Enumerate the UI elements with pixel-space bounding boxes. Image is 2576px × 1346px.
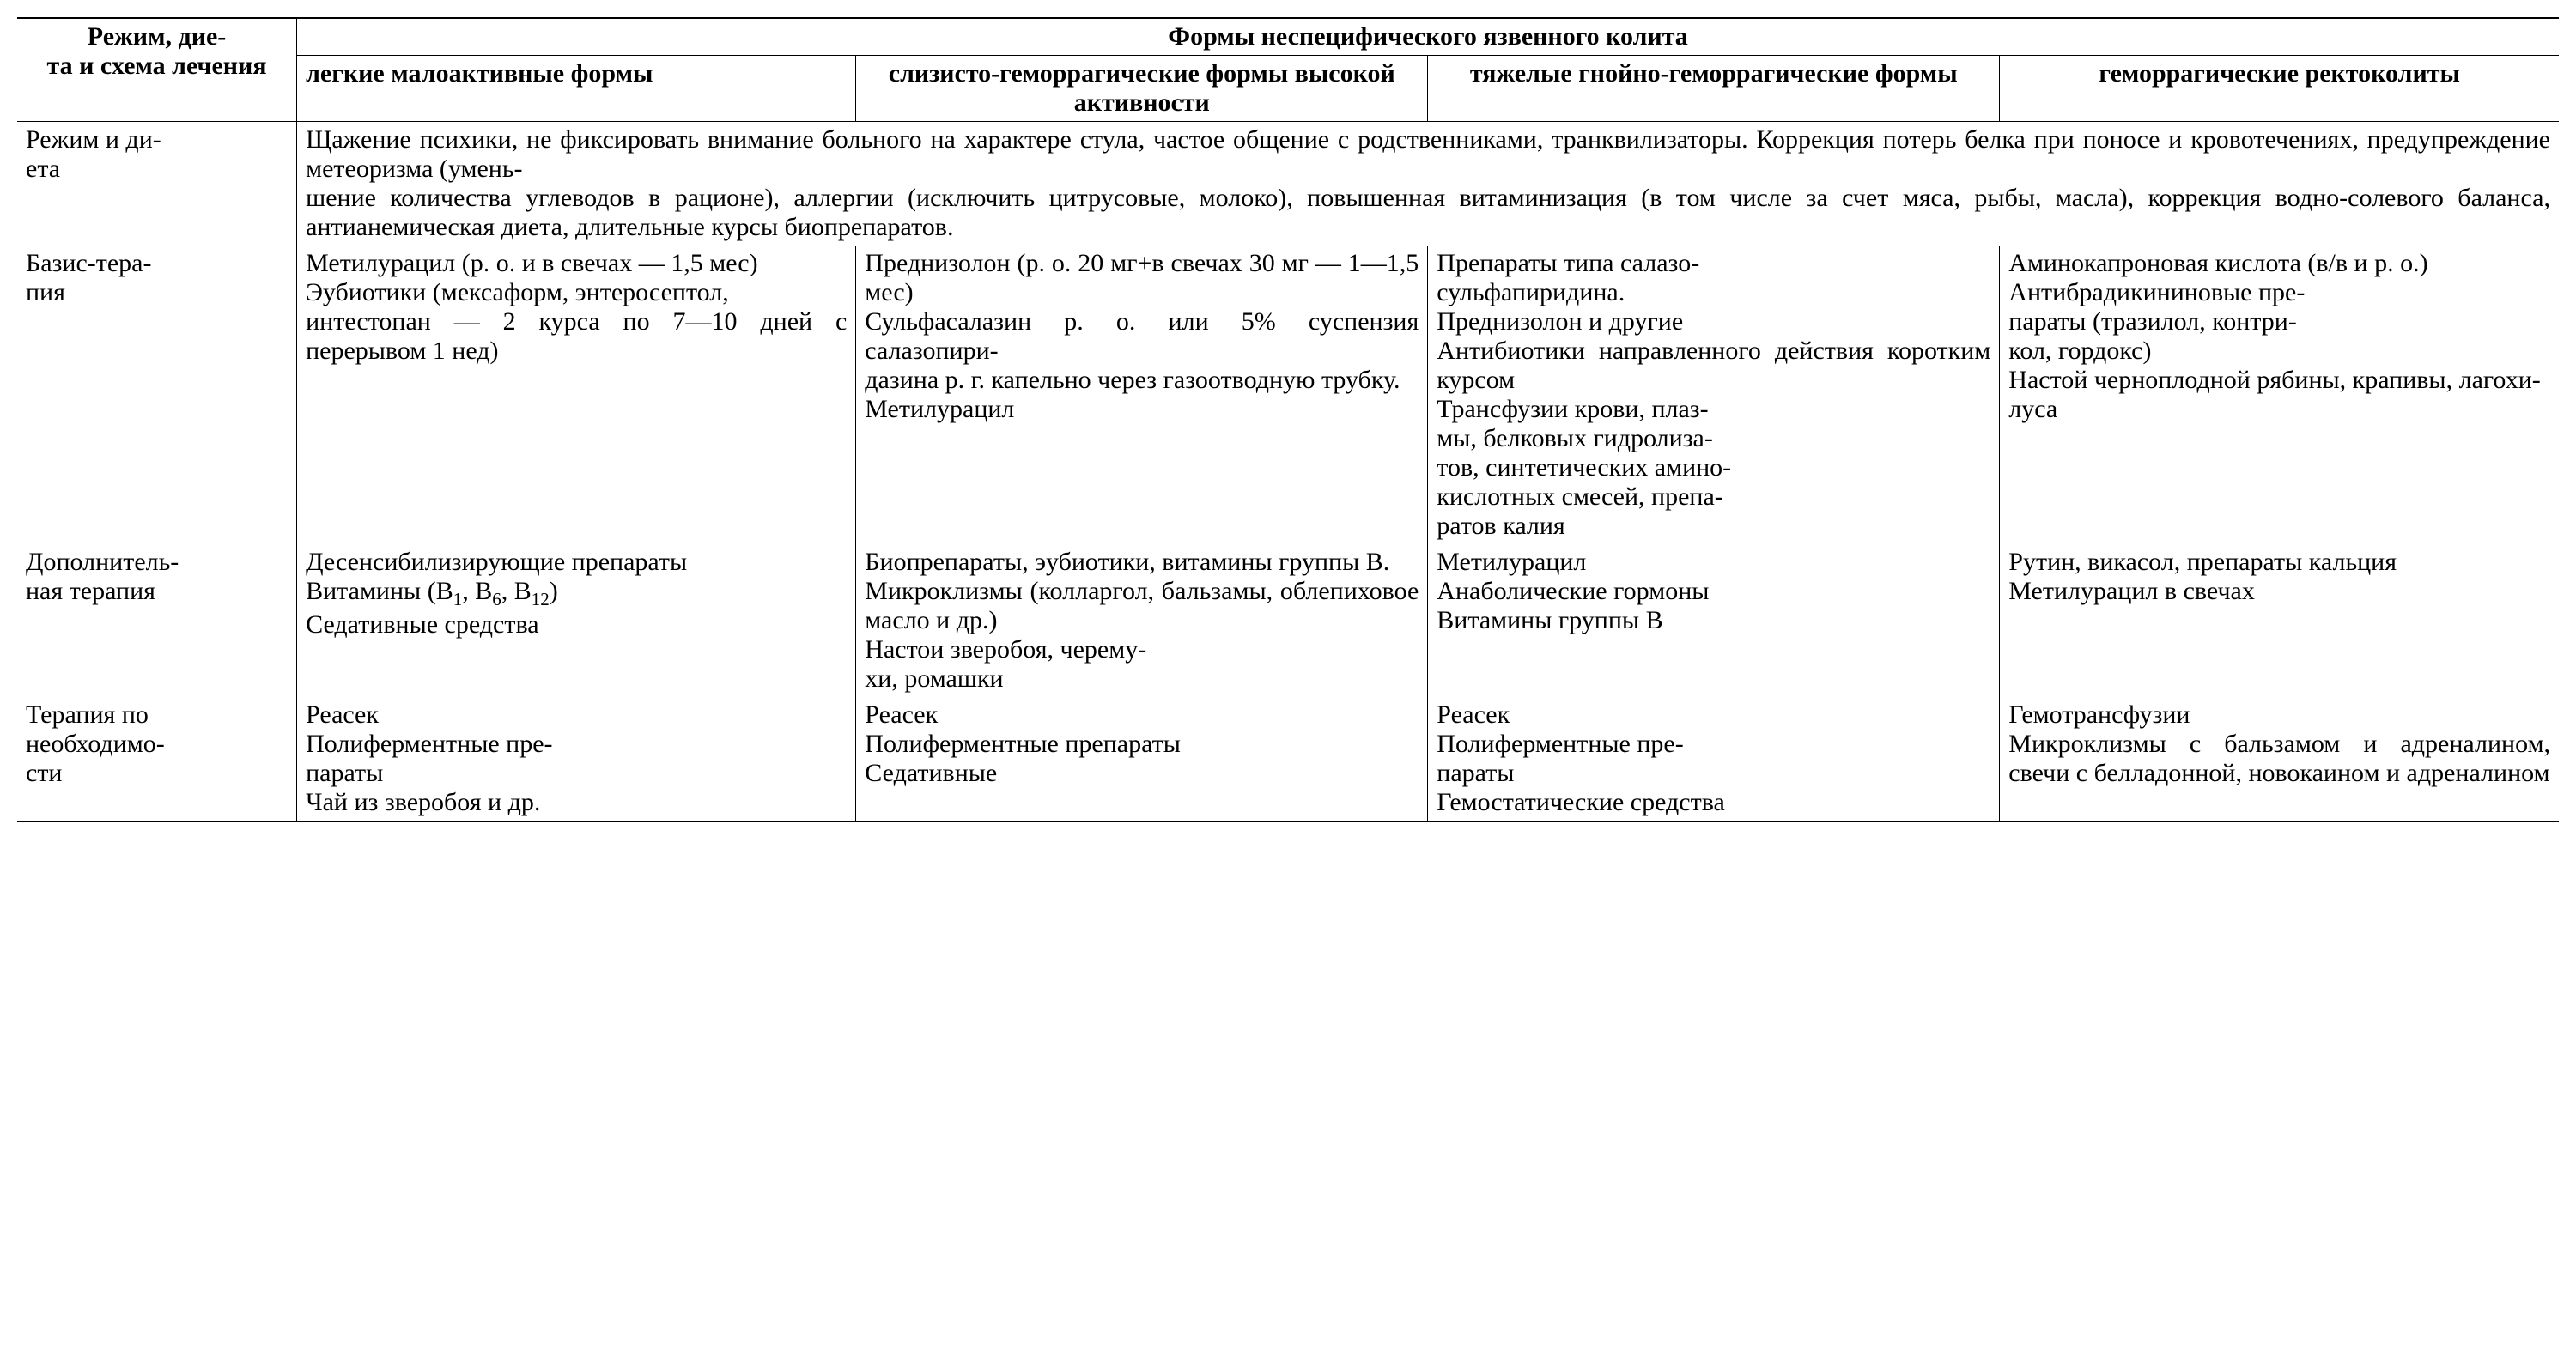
cell-r2-c4: Аминокапроновая кислота (в/в и р. о.)Ант… — [2000, 246, 2559, 544]
cell-r2-c1: Метилурацил (р. о. и в свечах — 1,5 мес)… — [297, 246, 856, 544]
cell-r3-c1: Десенсибилизирующие препаратыВитамины (В… — [297, 544, 856, 697]
row-therapy-as-needed: Терапия по необходимо-сти РеасекПолиферм… — [17, 697, 2559, 822]
cell-r4-c1: РеасекПолиферментные пре-паратыЧай из зв… — [297, 697, 856, 822]
treatment-table: Режим, дие-та и схема лечения Формы несп… — [17, 17, 2559, 822]
cell-r4-c2: РеасекПолиферментные препаратыСедативные — [856, 697, 1428, 822]
row-label-1: Режим и ди-ета — [17, 122, 297, 246]
cell-r3-c3: МетилурацилАнаболические гормоныВитамины… — [1428, 544, 2000, 697]
row-regime-diet: Режим и ди-ета Щажение психики, не фикси… — [17, 122, 2559, 246]
header-col-4: геморрагические ректоколиты — [2000, 56, 2559, 122]
header-group: Формы неспецифического язвенного колита — [297, 18, 2559, 56]
header-col-3: тяжелые гнойно-геморрагические формы — [1428, 56, 2000, 122]
row-1-spanned: Щажение психики, не фиксировать внимание… — [297, 122, 2559, 246]
row-additional-therapy: Дополнитель-ная терапия Десенсибилизирую… — [17, 544, 2559, 697]
cell-r4-c4: ГемотрансфузииМикроклизмы с бальзамом и … — [2000, 697, 2559, 822]
row-label-4: Терапия по необходимо-сти — [17, 697, 297, 822]
header-rowhead: Режим, дие-та и схема лечения — [17, 18, 297, 122]
cell-r4-c3: РеасекПолиферментные пре-паратыГемостати… — [1428, 697, 2000, 822]
header-col-1: легкие малоактивные формы — [297, 56, 856, 122]
cell-r3-c2: Биопрепараты, эубиотики, витамины группы… — [856, 544, 1428, 697]
header-col-2: слизисто-геморрагические формы высокой а… — [856, 56, 1428, 122]
cell-r2-c3: Препараты типа салазо-сульфапиридина.Пре… — [1428, 246, 2000, 544]
cell-r3-c4: Рутин, викасол, препараты кальцияМетилур… — [2000, 544, 2559, 697]
row-label-3: Дополнитель-ная терапия — [17, 544, 297, 697]
row-label-2: Базис-тера-пия — [17, 246, 297, 544]
row-basis-therapy: Базис-тера-пия Метилурацил (р. о. и в св… — [17, 246, 2559, 544]
cell-r2-c2: Преднизолон (р. о. 20 мг+в свечах 30 мг … — [856, 246, 1428, 544]
